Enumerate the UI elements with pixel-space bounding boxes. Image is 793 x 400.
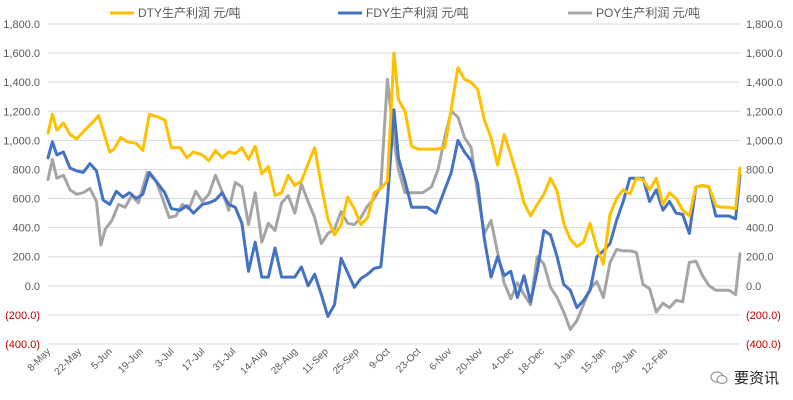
x-tick-label: 4-Dec bbox=[489, 346, 516, 373]
x-tick-label: 31-Jul bbox=[211, 346, 238, 373]
y-tick-label-left: 400.0 bbox=[12, 223, 40, 235]
y-tick-label-left: (200.0) bbox=[5, 310, 40, 322]
wechat-icon bbox=[710, 370, 728, 384]
y-tick-label-right: 1,600.0 bbox=[746, 48, 783, 60]
x-tick-label: 6-Nov bbox=[428, 346, 455, 373]
y-tick-label-left: 600.0 bbox=[12, 194, 40, 206]
watermark: 要资讯 bbox=[705, 365, 783, 390]
x-tick-label: 1-Jan bbox=[552, 346, 577, 371]
x-tick-label: 19-Jun bbox=[116, 346, 145, 375]
y-tick-label-left: 1,800.0 bbox=[3, 19, 40, 31]
y-tick-label-right: (400.0) bbox=[746, 339, 781, 351]
y-axis-right: 1,800.0 1,600.0 1,400.0 1,200.0 1,000.0 800.0… bbox=[746, 19, 783, 351]
x-tick-label: 28-Aug bbox=[269, 346, 300, 377]
x-tick-label: 25-Sep bbox=[331, 346, 362, 377]
y-tick-label-right: 1,800.0 bbox=[746, 19, 783, 31]
series-line bbox=[46, 108, 742, 318]
y-tick-label-right: 1,200.0 bbox=[746, 106, 783, 118]
y-tick-label-left: 800.0 bbox=[12, 164, 40, 176]
y-tick-label-right: 0.0 bbox=[746, 281, 761, 293]
x-tick-label: 20-Nov bbox=[454, 346, 485, 377]
y-tick-label-right: (200.0) bbox=[746, 310, 781, 322]
x-tick-label: 18-Dec bbox=[516, 346, 547, 377]
x-tick-label: 14-Aug bbox=[239, 346, 270, 377]
y-tick-label-right: 1,000.0 bbox=[746, 135, 783, 147]
y-tick-label-right: 600.0 bbox=[746, 194, 774, 206]
legend-label: FDY生产利润 元/吨 bbox=[366, 6, 469, 20]
x-tick-label: 29-Jan bbox=[610, 346, 639, 375]
y-tick-label-left: 1,600.0 bbox=[3, 48, 40, 60]
x-tick-label: 12-Feb bbox=[640, 346, 670, 376]
x-tick-label: 17-Jul bbox=[180, 346, 207, 373]
series-line bbox=[46, 51, 742, 266]
x-tick-label: 15-Jan bbox=[579, 346, 608, 375]
x-tick-label: 22-May bbox=[53, 346, 84, 377]
y-tick-label-left: (400.0) bbox=[5, 339, 40, 351]
series-lines bbox=[46, 51, 742, 331]
y-tick-label-left: 1,400.0 bbox=[3, 77, 40, 89]
y-tick-label-left: 1,000.0 bbox=[3, 135, 40, 147]
y-tick-label-left: 1,200.0 bbox=[3, 106, 40, 118]
x-tick-label: 5-Jun bbox=[89, 346, 114, 371]
watermark-text: 要资讯 bbox=[733, 369, 779, 387]
x-tick-label: 9-Oct bbox=[367, 346, 392, 371]
legend: DTY生产利润 元/吨 FDY生产利润 元/吨 POY生产利润 元/吨 bbox=[110, 6, 700, 20]
y-tick-label-right: 200.0 bbox=[746, 252, 774, 264]
y-tick-label-left: 0.0 bbox=[25, 281, 40, 293]
x-tick-label: 11-Sep bbox=[301, 346, 331, 376]
x-axis: 8-May 22-May 5-Jun 19-Jun 3-Jul 17-Jul 31-Jul 1… bbox=[26, 346, 671, 378]
legend-label: DTY生产利润 元/吨 bbox=[138, 6, 241, 20]
y-tick-label-right: 800.0 bbox=[746, 164, 774, 176]
y-axis-left: 1,800.0 1,600.0 1,400.0 1,200.0 1,000.0 800.0… bbox=[3, 19, 40, 351]
x-tick-label: 23-Oct bbox=[394, 346, 423, 375]
y-tick-label-right: 400.0 bbox=[746, 223, 774, 235]
y-tick-label-right: 1,400.0 bbox=[746, 77, 783, 89]
y-tick-label-left: 200.0 bbox=[12, 252, 40, 264]
x-tick-label: 3-Jul bbox=[153, 346, 176, 369]
legend-label: POY生产利润 元/吨 bbox=[596, 6, 700, 20]
